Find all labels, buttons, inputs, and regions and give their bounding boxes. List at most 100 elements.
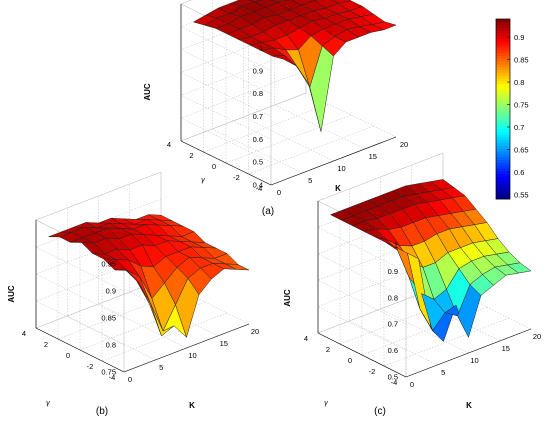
colorbar-segment xyxy=(496,179,510,183)
surface-patch xyxy=(225,263,250,271)
colorbar-segment xyxy=(496,165,510,169)
colorbar-segment xyxy=(496,114,510,118)
colorbar-segment xyxy=(496,106,510,110)
colorbar-tick-label: 0.6 xyxy=(514,168,524,177)
colorbar-segment xyxy=(496,38,510,42)
colorbar-segment xyxy=(496,168,510,172)
colorbar-segment xyxy=(496,117,510,121)
colorbar-segment xyxy=(496,19,510,23)
z-tick-label: 0.9 xyxy=(388,267,398,276)
colorbar-tick-label: 0.8 xyxy=(514,78,524,87)
surface-patch xyxy=(372,21,397,31)
k-axis-label: K xyxy=(466,401,472,410)
gamma-tick-label: -2 xyxy=(233,173,240,182)
gamma-tick-label: -4 xyxy=(391,378,398,387)
colorbar-segment xyxy=(496,78,510,82)
colorbar-segment xyxy=(496,49,510,54)
z-tick-label: 0.7 xyxy=(388,320,398,329)
colorbar-segment xyxy=(496,66,510,71)
colorbar-segment xyxy=(496,83,510,87)
gamma-tick-label: -4 xyxy=(109,373,116,382)
z-tick-label: 0.5 xyxy=(388,373,398,382)
colorbar-segment xyxy=(496,156,510,161)
surface xyxy=(193,0,397,132)
panel-caption: (a) xyxy=(262,206,274,217)
colorbar-segment xyxy=(496,61,510,65)
colorbar-tick-label: 0.65 xyxy=(514,146,529,155)
colorbar-segment xyxy=(496,176,510,180)
colorbar-segment xyxy=(496,154,510,158)
gamma-tick-label: -2 xyxy=(369,367,376,376)
gamma-tick-label: 2 xyxy=(326,345,330,354)
gamma-axis-line xyxy=(35,327,125,373)
colorbar-segment xyxy=(496,35,510,40)
colorbar-segment xyxy=(496,92,510,96)
colorbar-segment xyxy=(496,86,510,90)
k-tick-label: 15 xyxy=(369,152,377,161)
colorbar-tick-label: 0.7 xyxy=(514,123,524,132)
gamma-tick-label: 4 xyxy=(304,334,308,343)
surface-plot-b: 0.75 0.8 0.85 0.9 0.95 0 5 10 15 20 -4 -2 0 2 4 Kγ AUC (b… xyxy=(7,171,259,417)
colorbar-segment xyxy=(496,75,510,79)
colorbar-segment xyxy=(496,89,510,93)
k-tick-label: 0 xyxy=(410,380,414,389)
colorbar-segment xyxy=(496,80,510,85)
colorbar-segment xyxy=(496,55,510,59)
k-tick-label: 10 xyxy=(470,356,478,365)
surface-patch xyxy=(248,0,264,2)
surface-patch xyxy=(507,262,532,274)
gamma-axis-label: γ xyxy=(201,175,206,184)
colorbar: 0.55 0.6 0.65 0.7 0.75 0.8 0.85 0.9 xyxy=(495,18,529,200)
k-tick-label: 5 xyxy=(308,176,312,185)
colorbar-segment xyxy=(496,142,510,146)
colorbar-segment xyxy=(496,58,510,62)
z-tick-label: 0.95 xyxy=(101,260,116,269)
gamma-tick-label: 0 xyxy=(212,162,216,171)
panel-caption: (c) xyxy=(374,406,386,417)
z-tick-label: 0.85 xyxy=(101,314,116,323)
colorbar-segment xyxy=(496,72,510,76)
colorbar-segment xyxy=(496,182,510,186)
gamma-tick-label: 4 xyxy=(22,329,26,338)
gamma-tick-label: 2 xyxy=(44,340,48,349)
gamma-axis-line xyxy=(317,332,407,378)
colorbar-segment xyxy=(496,134,510,138)
gamma-tick-label: 0 xyxy=(66,351,70,360)
k-axis-line xyxy=(123,323,250,373)
k-tick-label: 0 xyxy=(277,188,281,197)
k-axis-label: K xyxy=(335,184,341,193)
gamma-axis-label: γ xyxy=(46,398,51,407)
colorbar-segment xyxy=(496,69,510,73)
gamma-tick-label: 4 xyxy=(167,140,171,149)
grid-line-gamma xyxy=(270,48,397,186)
k-tick-label: 5 xyxy=(159,363,163,372)
colorbar-segment xyxy=(496,100,510,104)
k-tick-label: 15 xyxy=(502,344,510,353)
z-tick-label: 0.9 xyxy=(253,66,263,75)
k-axis-line xyxy=(270,136,397,186)
gamma-axis-line xyxy=(180,140,272,186)
colorbar-segment xyxy=(496,111,510,116)
gamma-tick-label: 0 xyxy=(348,356,352,365)
k-tick-label: 0 xyxy=(128,375,132,384)
gamma-tick-label: -4 xyxy=(256,184,263,193)
colorbar-segment xyxy=(496,47,510,51)
colorbar-tick-label: 0.9 xyxy=(514,33,524,42)
colorbar-segment xyxy=(496,24,510,28)
z-tick-label: 0.7 xyxy=(253,112,263,121)
z-tick-label: 0.6 xyxy=(253,135,263,144)
colorbar-segment xyxy=(496,128,510,132)
k-tick-label: 10 xyxy=(337,164,345,173)
colorbar-segment xyxy=(496,184,510,189)
z-tick-label: 0.8 xyxy=(253,89,263,98)
colorbar-tick-label: 0.75 xyxy=(514,101,529,110)
colorbar-segment xyxy=(496,145,510,149)
colorbar-segment xyxy=(496,30,510,34)
z-tick-label: 0.8 xyxy=(106,341,116,350)
colorbar-tick-label: 0.85 xyxy=(514,56,529,65)
k-tick-label: 20 xyxy=(251,327,259,336)
colorbar-segment xyxy=(496,64,510,68)
grid-line-gamma xyxy=(225,26,352,164)
colorbar-segment xyxy=(496,187,510,191)
